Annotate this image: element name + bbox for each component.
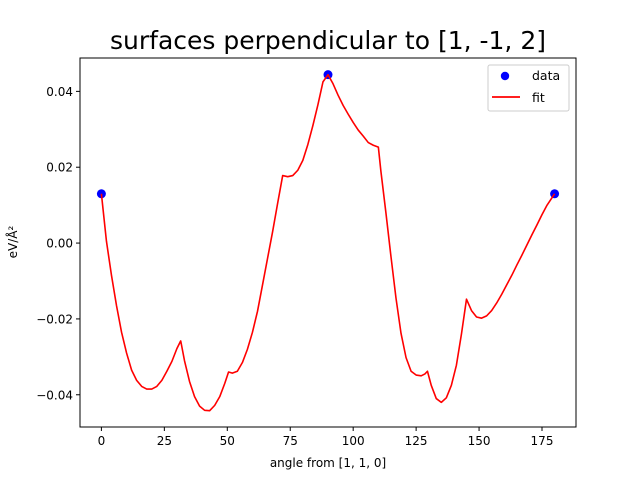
x-axis-label: angle from [1, 1, 0] (270, 456, 386, 470)
axes-frame (79, 57, 577, 428)
y-tick-label: −0.02 (36, 312, 73, 326)
x-tick-label: 75 (283, 434, 298, 448)
y-tick-label: −0.04 (36, 388, 73, 402)
x-tick-label: 150 (468, 434, 491, 448)
plot-area (96, 70, 560, 412)
x-tick-label: 175 (531, 434, 554, 448)
x-tick-label: 25 (157, 434, 172, 448)
x-axis: 0 25 50 75 100 125 150 175 (98, 427, 554, 448)
legend-data-label: data (532, 68, 560, 83)
x-tick-label: 100 (342, 434, 365, 448)
legend: data fit (487, 64, 570, 112)
chart-title: surfaces perpendicular to [1, -1, 2] (110, 26, 546, 55)
x-tick-label: 50 (220, 434, 235, 448)
data-point (96, 189, 106, 199)
x-tick-label: 0 (98, 434, 106, 448)
legend-data-marker (500, 71, 510, 81)
y-axis: −0.04 −0.02 0.00 0.02 0.04 (36, 85, 80, 402)
data-point (550, 189, 560, 199)
y-tick-label: 0.04 (46, 85, 73, 99)
y-tick-label: 0.00 (46, 237, 73, 251)
x-tick-label: 125 (405, 434, 428, 448)
y-tick-label: 0.02 (46, 161, 73, 175)
legend-fit-label: fit (532, 90, 545, 105)
fit-line (100, 73, 556, 412)
y-axis-label: eV/Å² (5, 225, 20, 258)
